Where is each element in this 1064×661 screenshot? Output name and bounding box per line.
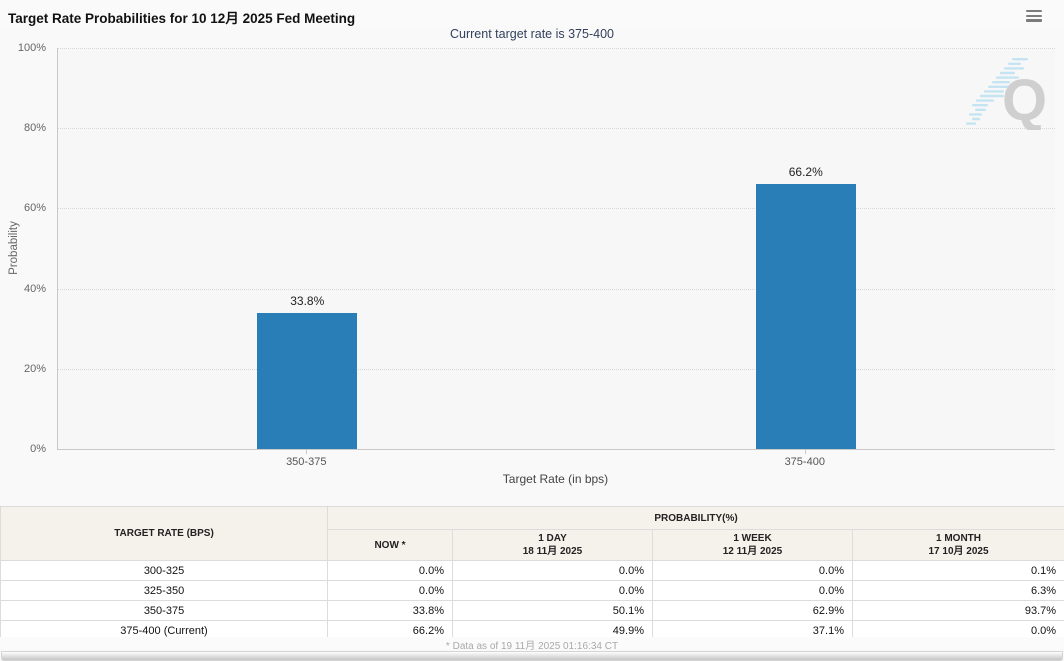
probability-cell: 0.0% — [653, 581, 853, 601]
col-header-1day: 1 DAY 18 11月 2025 — [453, 530, 653, 561]
probability-cell: 6.3% — [853, 581, 1064, 601]
plot-area: 33.8% 66.2% — [57, 48, 1055, 450]
probability-header: PROBABILITY(%) — [328, 507, 1064, 530]
now-probability-cell: 33.8% — [328, 601, 453, 621]
x-axis-title: Target Rate (in bps) — [57, 472, 1054, 486]
probability-cell: 0.0% — [653, 561, 853, 581]
y-tick-label: 40% — [0, 283, 46, 295]
now-probability-cell: 0.0% — [328, 561, 453, 581]
col-label: 1 MONTH — [936, 533, 981, 544]
col-header-1month: 1 MONTH 17 10月 2025 — [853, 530, 1064, 561]
target-rate-cell: 325-350 — [1, 581, 328, 601]
lightning-strike-icon: Q — [964, 56, 1050, 130]
probability-cell: 93.7% — [853, 601, 1064, 621]
gridline — [58, 369, 1055, 370]
probability-bar-chart: Probability 0%20%40%60%80%100% 33.8%66.2… — [0, 0, 1064, 500]
gridline — [58, 289, 1055, 290]
x-tick-label: 350-375 — [286, 456, 326, 468]
probability-cell: 0.0% — [453, 561, 653, 581]
col-label: 1 WEEK — [733, 533, 771, 544]
y-tick-label: 0% — [0, 443, 46, 455]
gridline — [58, 48, 1055, 49]
bar-value-label: 66.2% — [789, 165, 823, 179]
probability-bar[interactable] — [257, 313, 357, 449]
col-sublabel: 12 11月 2025 — [723, 546, 783, 557]
q-letter: Q — [1002, 68, 1047, 130]
y-tick-label: 20% — [0, 363, 46, 375]
target-rate-cell: 350-375 — [1, 601, 328, 621]
x-axis-ticks: 350-375 375-400 — [57, 449, 1054, 471]
gridline — [58, 128, 1055, 129]
col-header-1week: 1 WEEK 12 11月 2025 — [653, 530, 853, 561]
probability-cell: 62.9% — [653, 601, 853, 621]
data-as-of-note: * Data as of 19 11月 2025 01:16:34 CT — [0, 637, 1064, 649]
table-header-row-1: TARGET RATE (BPS) PROBABILITY(%) — [1, 507, 1064, 530]
col-label: NOW * — [374, 540, 405, 551]
y-axis-ticks: 0%20%40%60%80%100% — [0, 48, 52, 449]
bar-value-label: 33.8% — [290, 294, 324, 308]
target-rate-cell: 300-325 — [1, 561, 328, 581]
gridline — [58, 208, 1055, 209]
quikstrike-logo-watermark: Q — [964, 56, 1050, 130]
probability-table: TARGET RATE (BPS) PROBABILITY(%) NOW * 1… — [0, 506, 1064, 641]
y-tick-label: 100% — [0, 42, 46, 54]
y-tick-label: 60% — [0, 202, 46, 214]
col-sublabel: 18 11月 2025 — [523, 546, 583, 557]
now-probability-cell: 0.0% — [328, 581, 453, 601]
x-tick-mark — [306, 449, 307, 454]
y-tick-label: 80% — [0, 122, 46, 134]
probability-cell: 0.0% — [453, 581, 653, 601]
probability-bar[interactable] — [756, 184, 856, 449]
col-sublabel: 17 10月 2025 — [928, 546, 988, 557]
x-tick-mark — [805, 449, 806, 454]
probability-cell: 0.1% — [853, 561, 1064, 581]
target-rate-header: TARGET RATE (BPS) — [1, 507, 328, 561]
probability-cell: 50.1% — [453, 601, 653, 621]
x-tick-label: 375-400 — [785, 456, 825, 468]
col-header-now: NOW * — [328, 530, 453, 561]
col-label: 1 DAY — [538, 533, 567, 544]
